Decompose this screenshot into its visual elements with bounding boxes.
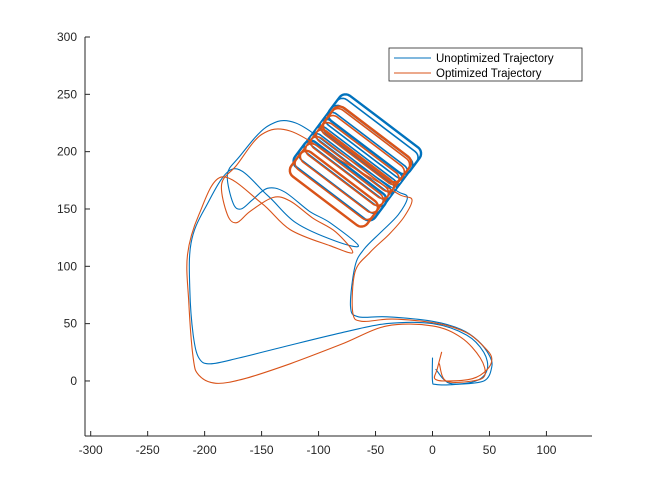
legend-label-optimized: Optimized Trajectory xyxy=(436,68,542,80)
x-tick-label: -150 xyxy=(250,443,274,457)
series-optimized xyxy=(186,105,493,384)
x-tick-label: -300 xyxy=(79,443,103,457)
trajectory-line xyxy=(186,128,493,384)
x-tick-label: 0 xyxy=(429,443,436,457)
y-tick-label: 250 xyxy=(57,87,77,101)
y-tick-label: 150 xyxy=(57,202,77,216)
y-tick-label: 200 xyxy=(57,145,77,159)
trajectory-loop xyxy=(299,136,390,214)
trajectory-loop xyxy=(315,114,406,193)
legend: Unoptimized Trajectory Optimized Traject… xyxy=(388,47,583,82)
x-tick-label: -200 xyxy=(193,443,217,457)
x-tick-label: -100 xyxy=(307,443,331,457)
x-tick-label: 50 xyxy=(483,443,497,457)
x-tick-label: -250 xyxy=(136,443,160,457)
legend-label-unoptimized: Unoptimized Trajectory xyxy=(436,53,554,65)
series-unoptimized xyxy=(188,93,493,386)
y-tick-label: 50 xyxy=(64,317,78,331)
y-tick-label: 100 xyxy=(57,259,77,273)
axes xyxy=(84,37,592,437)
trajectory-line xyxy=(188,120,493,386)
x-tick-label: -50 xyxy=(367,443,385,457)
y-tick-label: 0 xyxy=(70,374,77,388)
legend-box xyxy=(388,47,583,82)
series-layer xyxy=(186,93,493,386)
trajectory-loop xyxy=(288,149,380,228)
ticks: -300 -250 -200 -150 -100 -50 0 50 100 0 50 100 150 20… xyxy=(57,30,557,457)
x-tick-label: 100 xyxy=(536,443,556,457)
trajectory-loop xyxy=(294,143,384,221)
trajectory-loop xyxy=(321,105,413,184)
y-tick-label: 300 xyxy=(57,30,77,44)
trajectory-loop xyxy=(310,121,400,200)
